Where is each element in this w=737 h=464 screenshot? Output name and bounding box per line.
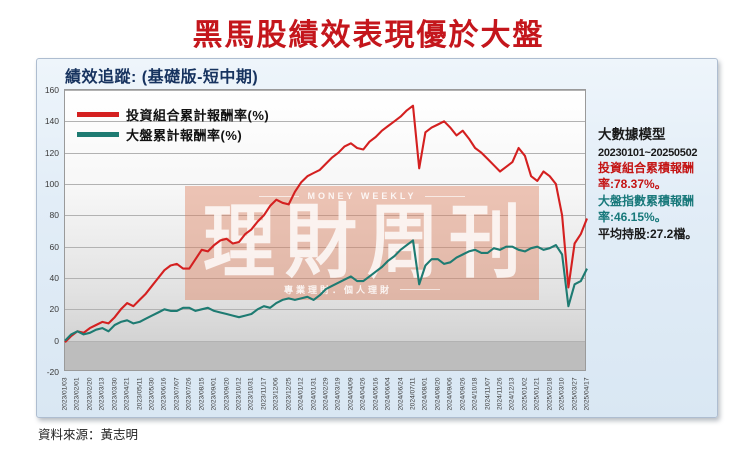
x-axis-tick-label: 2024/03/19 [334,377,342,411]
page-title: 黑馬股績效表現優於大盤 [192,18,545,53]
y-axis-tick-label: 60 [49,241,59,252]
watermark-dash-bottom [400,288,440,290]
y-axis-tick-label: 20 [49,304,59,315]
gridline [65,90,585,91]
legend-item-market: 大盤累計報酬率(%) [77,124,269,144]
chart-plot-area: MONEY WEEKLY 理財周刊 專業理財．個人理財 投資組合累計報酬率(%)… [45,85,591,411]
x-axis-tick-label: 2025/03/27 [571,377,579,411]
y-axis-tick-label: 100 [44,179,59,189]
x-axis-tick-label: 2025/03/10 [558,377,566,411]
y-axis-tick-label: 80 [49,210,59,221]
x-axis-tick-label: 2023/02/01 [73,377,81,411]
x-axis-tick-label: 2024/06/24 [397,377,405,411]
gridline [65,278,585,279]
gridline [65,340,585,342]
watermark-top-text: MONEY WEEKLY [307,191,417,201]
below-zero-band [65,340,585,370]
x-axis-tick-label: 2024/09/06 [446,377,454,411]
x-axis-tick-label: 2023/07/07 [173,377,181,411]
gridline [65,309,585,311]
y-axis-tick-label: 120 [44,147,59,158]
x-axis-tick-label: 2023/08/15 [198,377,206,411]
chart-card: 績效追蹤: (基礎版-短中期) MONEY WEEKLY 理財周刊 專業理財．個… [36,58,718,418]
x-axis-tick-label: 2024/02/29 [322,377,330,411]
x-axis-tick-label: 2023/10/12 [235,377,243,411]
legend-swatch-portfolio [77,111,119,117]
stats-panel: 大數據模型 20230101~20250502 投資組合累積報酬率:78.37%… [598,123,698,243]
x-axis-tick-label: 2025/01/02 [521,377,529,411]
watermark-main-text: 理財周刊 [202,193,531,289]
stat-average-holdings: 平均持股:27.2檔。 [598,227,698,242]
stats-panel-period: 20230101~20250502 [598,147,698,159]
y-axis-tick-label: -20 [46,367,59,377]
x-axis-tick-label: 2023/05/11 [136,377,144,411]
x-axis-tick-label: 2024/08/20 [434,377,442,411]
data-source-note: 資料來源：黃志明 [38,428,139,442]
x-axis-tick-label: 2024/11/07 [484,377,492,411]
x-axis-tick-label: 2024/04/26 [359,377,367,411]
x-axis-tick-label: 2023/04/21 [123,377,131,411]
x-axis-tick-label: 2023/09/01 [210,377,218,411]
x-axis-tick-label: 2024/10/18 [471,377,479,411]
x-axis-tick-label: 2025/04/17 [583,377,591,411]
x-axis-tick-label: 2023/06/16 [160,377,168,411]
x-axis-tick-label: 2023/12/06 [272,377,280,411]
watermark-bottom-row: 專業理財．個人理財 [284,283,440,296]
x-axis-tick-label: 2023/12/25 [285,377,293,411]
gridline [65,184,585,185]
watermark: MONEY WEEKLY 理財周刊 專業理財．個人理財 [185,186,539,300]
gridline [65,215,585,217]
chart-legend: 投資組合累計報酬率(%) 大盤累計報酬率(%) [77,104,269,144]
watermark-top-row: MONEY WEEKLY [259,191,465,201]
x-axis-tick-label: 2024/01/31 [310,377,318,411]
x-axis-tick-label: 2024/07/11 [409,377,417,411]
x-axis-tick-label: 2024/01/12 [297,377,305,411]
x-axis-tick-label: 2024/12/13 [508,377,516,411]
x-axis-tick-label: 2025/02/18 [546,377,554,411]
legend-item-portfolio: 投資組合累計報酬率(%) [77,104,269,124]
x-axis-tick-label: 2025/01/21 [533,377,541,411]
stat-portfolio-return: 投資組合累積報酬率:78.37%。 [598,161,695,191]
x-axis-tick-label: 2023/09/20 [223,377,231,411]
x-axis-tick-label: 2023/01/03 [61,377,69,411]
x-axis-tick-label: 2023/05/30 [148,377,156,411]
series-lines [64,104,588,343]
x-axis-tick-label: 2023/03/13 [98,377,106,411]
x-axis-tick-label: 2023/02/20 [86,377,94,411]
x-axis-tick-label: 2023/11/17 [260,377,268,411]
stats-panel-title: 大數據模型 [598,127,666,142]
x-axis-tick-label: 2023/07/26 [185,377,193,411]
y-axis-tick-label: 140 [44,116,59,127]
legend-label-portfolio: 投資組合累計報酬率(%) [126,107,270,123]
y-axis-tick-label: 160 [44,85,59,95]
gridline [65,246,585,248]
gridline [65,121,585,123]
x-axis-tick-label: 2024/11/26 [496,377,504,411]
series-line-0 [64,104,588,343]
watermark-bottom-text: 專業理財．個人理財 [283,284,392,295]
gridline [65,152,585,154]
x-axis-tick-label: 2024/04/09 [347,377,355,411]
y-axis-tick-label: 40 [49,273,59,283]
watermark-dash-right [424,195,465,197]
x-axis-tick-label: 2024/05/16 [372,377,380,411]
x-axis-tick-label: 2024/08/01 [421,377,429,411]
legend-label-market: 大盤累計報酬率(%) [126,127,243,143]
series-line-1 [64,239,588,342]
x-axis-tick-label: 2024/09/26 [459,377,467,411]
stat-market-return: 大盤指數累積報酬率:46.15%。 [598,194,695,224]
legend-swatch-market [77,131,119,137]
x-axis-tick-label: 2023/10/31 [247,377,255,411]
x-axis-tick-label: 2024/06/04 [384,377,392,411]
chart-card-header: 績效追蹤: (基礎版-短中期) [65,69,259,86]
watermark-dash-left [259,195,300,197]
x-axis-tick-label: 2023/03/30 [111,377,119,411]
y-axis-tick-label: 0 [54,335,59,346]
